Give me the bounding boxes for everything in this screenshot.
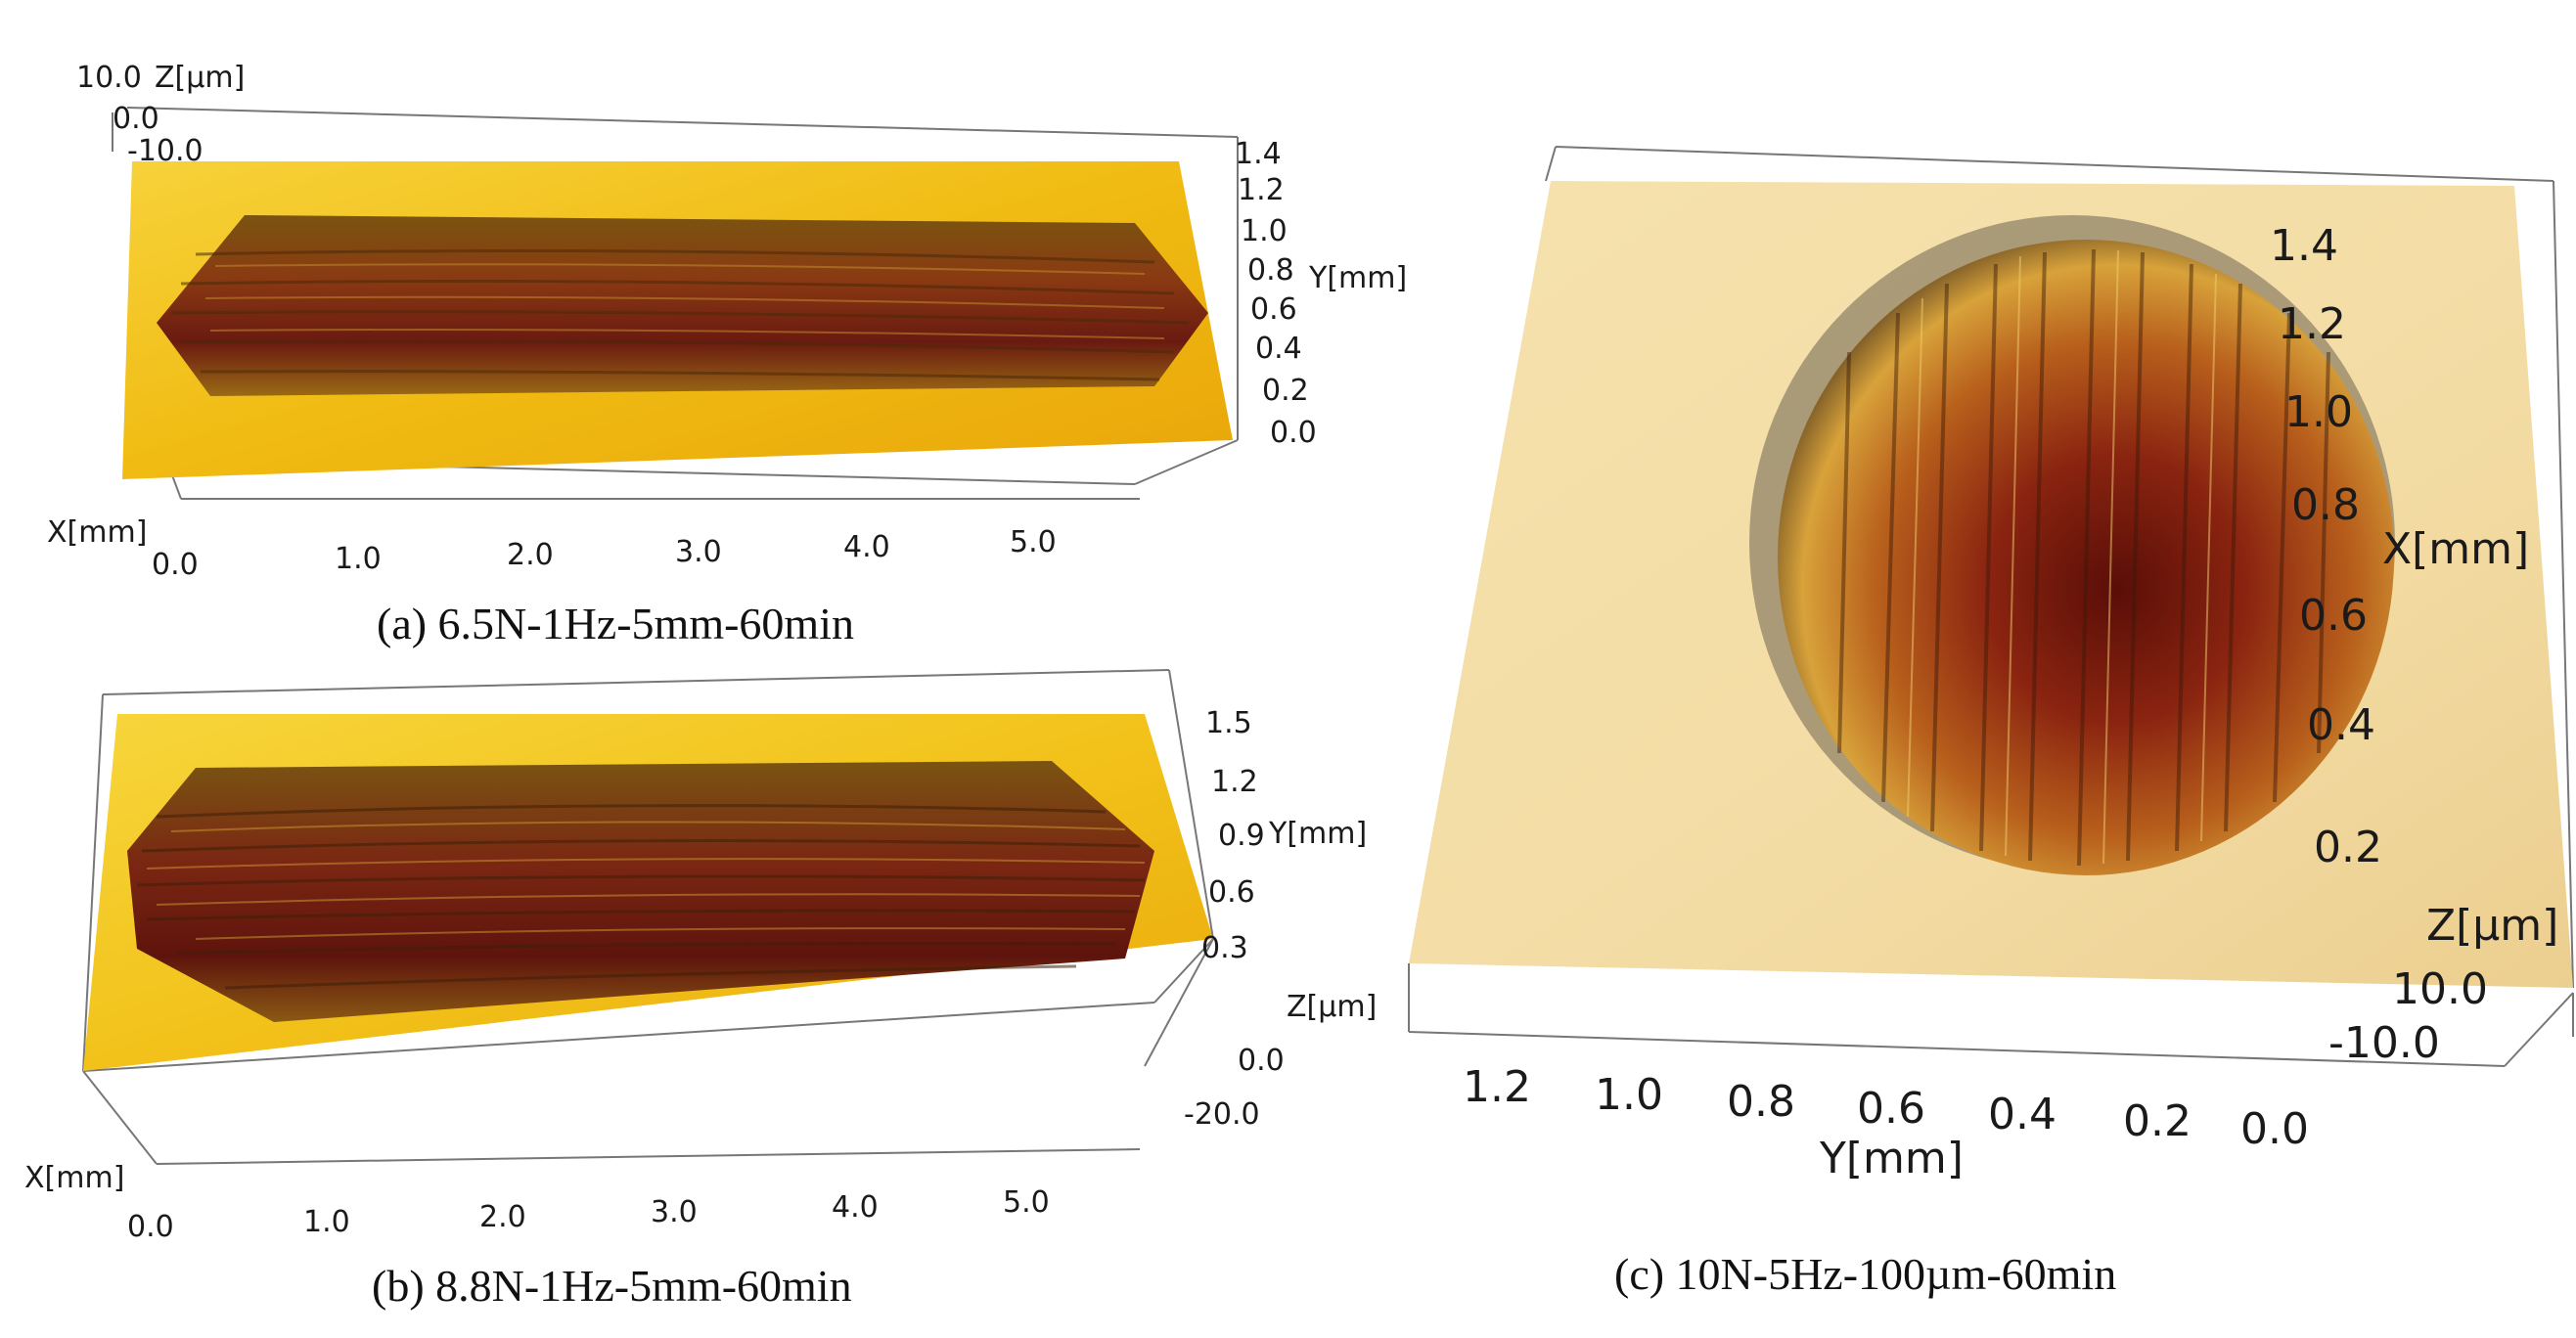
panel-b-z-axis-label: Z[µm] — [1287, 990, 1378, 1024]
panel-c-z-axis-label: Z[µm] — [2426, 901, 2559, 951]
panel-a-x-axis-label: X[mm] — [47, 515, 148, 550]
panel-c-x-tick-0: 1.4 — [2270, 221, 2338, 271]
panel-c-x-tick-1: 1.2 — [2278, 299, 2346, 349]
panel-a-z-tick-2: -10.0 — [127, 134, 203, 168]
panel-a-y-tick-7: 0.0 — [1270, 416, 1317, 450]
panel-b-x-tick-5: 5.0 — [1003, 1185, 1050, 1220]
panel-b-y-tick-4: 0.3 — [1201, 931, 1248, 965]
panel-a-y-tick-4: 0.6 — [1250, 292, 1297, 327]
panel-a-x-tick-0: 0.0 — [152, 548, 199, 582]
panel-c-y-tick-0: 1.2 — [1463, 1062, 1531, 1112]
panel-b-z-tick-0: 0.0 — [1238, 1044, 1285, 1078]
panel-b-y-axis-label: Y[mm] — [1269, 817, 1368, 851]
panel-b-caption: (b) 8.8N-1Hz-5mm-60min — [372, 1261, 852, 1311]
panel-b-y-tick-0: 1.5 — [1205, 706, 1252, 740]
panel-a-z-tick-0: 10.0 — [76, 61, 142, 95]
panel-b-x-axis-label: X[mm] — [24, 1161, 125, 1195]
panel-c-y-tick-1: 1.0 — [1595, 1070, 1663, 1120]
panel-a-y-tick-2: 1.0 — [1241, 214, 1288, 248]
panel-c-y-tick-3: 0.6 — [1857, 1084, 1925, 1134]
panel-b-scar-striations — [136, 804, 1146, 990]
panel-c-y-tick-6: 0.0 — [2240, 1104, 2309, 1154]
panel-a-y-tick-6: 0.2 — [1262, 374, 1309, 408]
panel-b-y-tick-1: 1.2 — [1211, 765, 1258, 799]
panel-a-z-tick-1: 0.0 — [113, 102, 159, 136]
panel-c-scar-highlights — [1907, 249, 2217, 865]
panel-a-x-tick-3: 3.0 — [675, 535, 722, 569]
panel-b-x-tick-0: 0.0 — [127, 1210, 174, 1244]
panel-c-x-tick-4: 0.6 — [2299, 591, 2368, 641]
panel-b-z-tick-1: -20.0 — [1184, 1097, 1260, 1132]
panel-b-x-tick-2: 2.0 — [479, 1200, 526, 1234]
panel-a-y-tick-5: 0.4 — [1255, 332, 1302, 366]
panel-a-scar-highlights — [204, 263, 1165, 339]
panel-c-y-tick-2: 0.8 — [1727, 1077, 1795, 1127]
panel-b-y-tick-2: 0.9 — [1218, 819, 1265, 853]
panel-b-bounding-box — [82, 669, 1214, 1165]
panel-c-z-tick-0: 10.0 — [2392, 964, 2488, 1014]
panel-a-y-tick-3: 0.8 — [1247, 253, 1294, 288]
panel-b-scar-highlights — [146, 821, 1146, 940]
panel-c-x-tick-5: 0.4 — [2307, 700, 2375, 750]
panel-a-wear-scar — [157, 215, 1208, 396]
panel-c-z-tick-1: -10.0 — [2328, 1018, 2440, 1068]
panel-a-z-axis-label: Z[µm] — [155, 61, 246, 95]
panel-a: 10.0 Z[µm] 0.0 -10.0 1.4 1.2 1.0 0.8 Y[m… — [0, 0, 1407, 655]
panel-b-x-tick-4: 4.0 — [832, 1190, 879, 1225]
panel-c-x-axis-label: X[mm] — [2382, 524, 2530, 574]
panel-b-x-tick-1: 1.0 — [303, 1205, 350, 1239]
panel-c-y-tick-4: 0.4 — [1988, 1090, 2056, 1139]
panel-b: 1.5 1.2 0.9 Y[mm] 0.6 0.3 Z[µm] 0.0 -20.… — [0, 655, 1389, 1338]
panel-a-y-axis-label: Y[mm] — [1309, 261, 1408, 295]
panel-c: 1.4 1.2 1.0 0.8 X[mm] 0.6 0.4 0.2 Z[µm] … — [1389, 0, 2576, 1338]
panel-b-wear-scar — [127, 761, 1154, 1022]
panel-c-surface — [1408, 146, 2574, 1067]
panel-b-y-tick-3: 0.6 — [1208, 875, 1255, 910]
panel-c-bounding-box — [1408, 146, 2574, 1067]
panel-a-x-tick-2: 2.0 — [507, 538, 554, 572]
panel-c-y-axis-label: Y[mm] — [1820, 1134, 1964, 1183]
panel-b-x-tick-3: 3.0 — [651, 1195, 698, 1229]
panel-a-y-tick-1: 1.2 — [1238, 173, 1285, 207]
panel-a-surface — [112, 107, 1239, 500]
panel-a-x-tick-5: 5.0 — [1010, 525, 1057, 559]
panel-c-wear-scar — [1778, 240, 2394, 875]
panel-c-x-tick-2: 1.0 — [2284, 387, 2353, 437]
panel-a-x-tick-1: 1.0 — [335, 542, 382, 576]
panel-a-scar-striations — [170, 248, 1190, 381]
panel-b-surface — [82, 669, 1214, 1165]
panel-a-y-tick-0: 1.4 — [1235, 137, 1282, 171]
panel-c-y-tick-5: 0.2 — [2123, 1096, 2192, 1146]
panel-c-caption: (c) 10N-5Hz-100µm-60min — [1614, 1249, 2117, 1299]
panel-c-x-tick-6: 0.2 — [2314, 823, 2382, 872]
panel-a-caption: (a) 6.5N-1Hz-5mm-60min — [377, 599, 854, 648]
panel-c-scar-striations — [1837, 248, 2330, 867]
panel-a-x-tick-4: 4.0 — [843, 530, 890, 564]
panel-c-x-tick-3: 0.8 — [2291, 480, 2360, 530]
